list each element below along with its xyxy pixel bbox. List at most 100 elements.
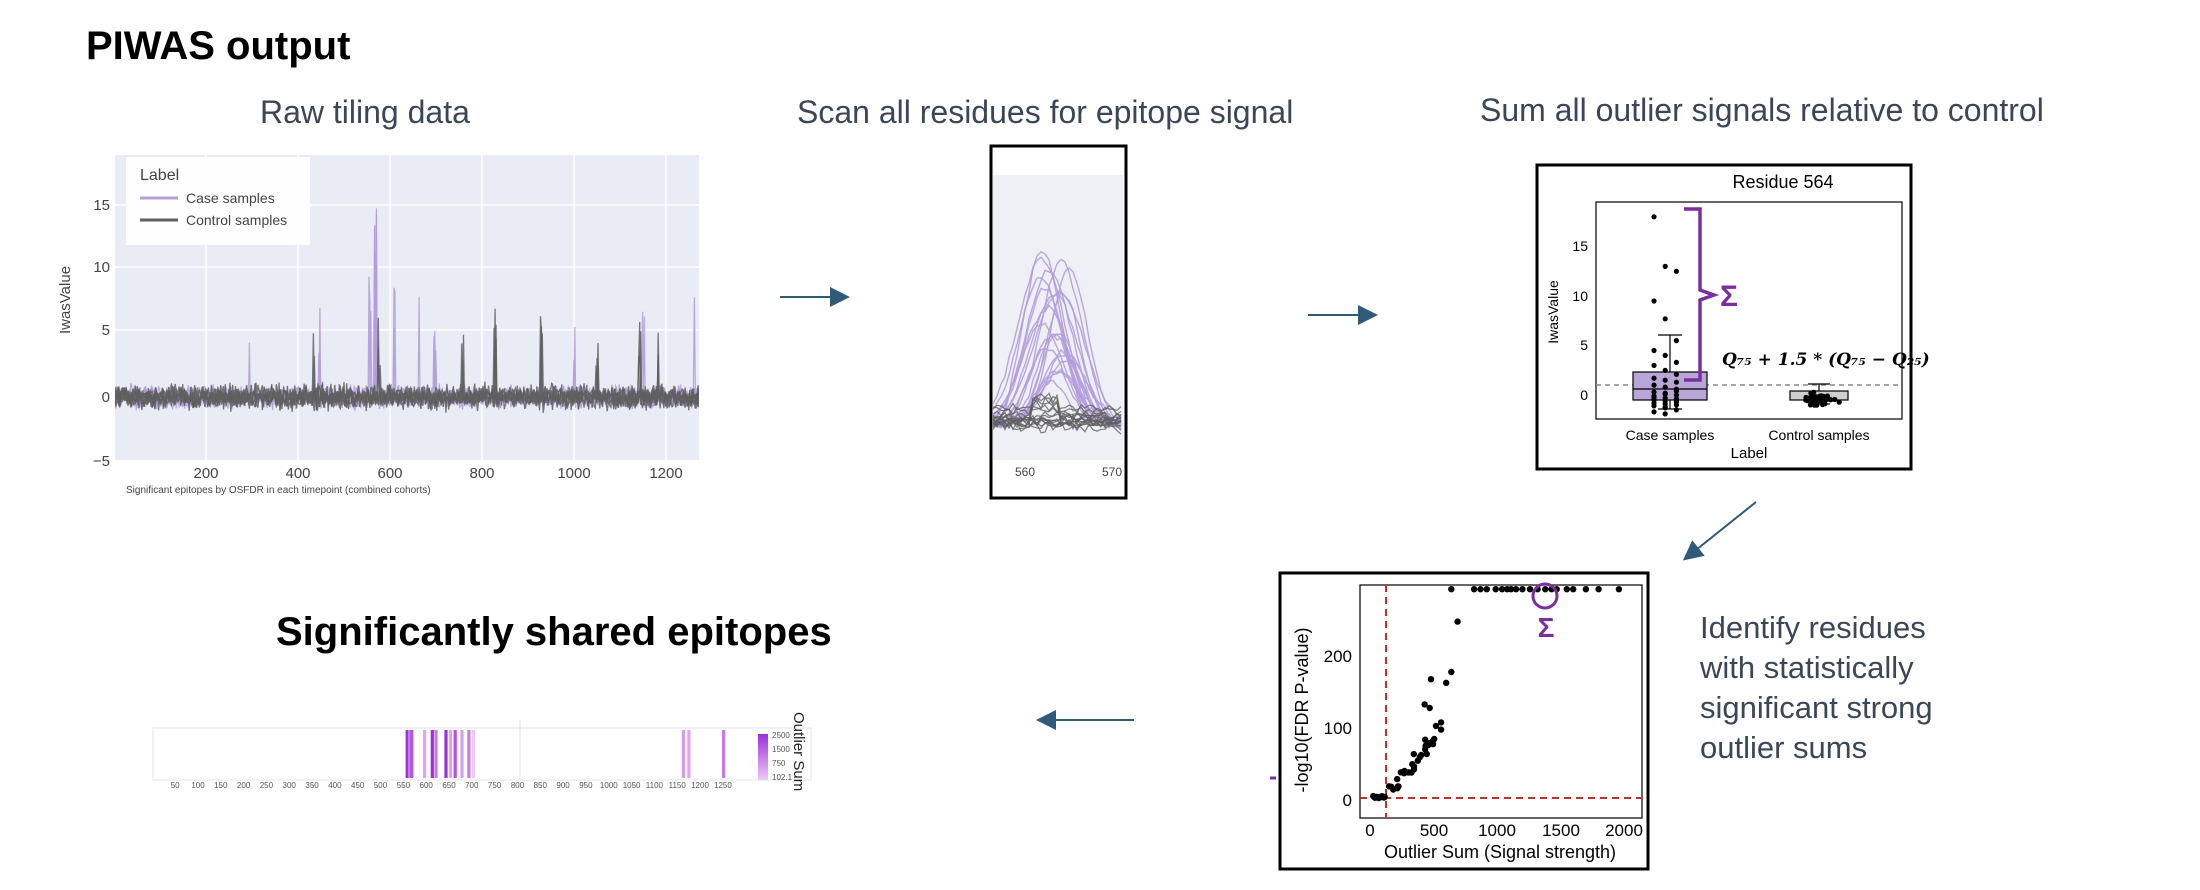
volcano-point <box>1432 722 1440 730</box>
volcano-point <box>1431 735 1438 743</box>
case-point <box>1651 382 1657 388</box>
volcano-ylabel: -log10(FDR P-value) <box>1292 627 1312 792</box>
control-point <box>1832 396 1838 403</box>
heat-xtick: 1100 <box>646 781 664 790</box>
raw-ytick: 5 <box>102 322 110 339</box>
box-xlabel: Label <box>1731 445 1768 462</box>
heat-xtick: 1150 <box>669 781 687 790</box>
case-point <box>1651 298 1657 304</box>
heat-xtick: 1250 <box>714 781 732 790</box>
scan-panel-title: Scan all residues for epitope signal <box>797 94 1294 130</box>
case-point <box>1651 403 1657 409</box>
volcano-xticks: 0 500 1000 1500 2000 <box>1365 821 1643 840</box>
volcano-yticks: 200 100 0 <box>1324 647 1352 810</box>
identify-line-2: with statistically <box>1700 650 1914 685</box>
control-points <box>1803 389 1842 408</box>
heat-xtick: 550 <box>397 781 411 790</box>
volcano-point <box>1492 586 1499 593</box>
heat-band <box>687 730 691 778</box>
heat-xtick: 150 <box>214 781 228 790</box>
case-point <box>1673 407 1679 413</box>
box-cat-control: Control samples <box>1768 427 1869 443</box>
control-point <box>1811 399 1817 405</box>
highlight-circle <box>1531 582 1559 610</box>
raw-xticks: 200 400 600 800 1000 1200 <box>193 465 682 482</box>
heat-xtick: 1050 <box>623 781 641 790</box>
volcano-point <box>1448 668 1455 676</box>
case-point <box>1651 347 1657 354</box>
volcano-point <box>1512 586 1520 593</box>
case-point <box>1662 352 1668 358</box>
case-point <box>1651 396 1657 403</box>
threshold-formula: Q₇₅ + 1.5 * (Q₇₅ − Q₂₅) <box>1722 350 1930 370</box>
identify-line-3: significant strong <box>1700 690 1933 725</box>
box-ytick: 15 <box>1572 238 1588 254</box>
heat-bands <box>405 730 726 778</box>
case-point <box>1662 377 1668 383</box>
control-point <box>1836 399 1842 405</box>
sum-panel-title: Sum all outlier signals relative to cont… <box>1480 92 2044 128</box>
scan-control-series <box>993 392 1122 435</box>
case-point <box>1662 384 1668 390</box>
raw-xtick: 400 <box>285 465 310 482</box>
volcano-xlabel: Outlier Sum (Signal strength) <box>1384 842 1616 862</box>
raw-yticks: 15 10 5 0 −5 <box>93 197 110 470</box>
heat-xtick: 1200 <box>691 781 709 790</box>
volcano-ytick: 100 <box>1324 719 1352 738</box>
page-title: PIWAS output <box>86 24 351 68</box>
scan-control-line <box>993 412 1122 427</box>
heat-xtick: 600 <box>420 781 434 790</box>
control-point <box>1828 397 1834 403</box>
volcano-point <box>1408 769 1415 776</box>
heat-xtick: 950 <box>579 781 593 790</box>
scan-xtick: 570 <box>1102 465 1122 479</box>
box-frame <box>1535 163 1913 471</box>
volcano-point <box>1448 586 1455 593</box>
heat-xtick: 1000 <box>600 781 618 790</box>
control-point <box>1808 390 1814 396</box>
volcano-point <box>1418 751 1425 759</box>
heat-band <box>467 730 471 778</box>
heat-band <box>423 730 427 778</box>
case-point <box>1662 263 1668 269</box>
box-yticks: 15 10 5 0 <box>1572 238 1588 403</box>
volcano-point <box>1426 704 1433 712</box>
colorbar <box>758 734 768 780</box>
identify-line-1: Identify residues <box>1700 610 1926 645</box>
heat-xtick: 450 <box>351 781 365 790</box>
case-point <box>1651 389 1657 395</box>
volcano-xtick: 500 <box>1420 821 1448 840</box>
volcano-point <box>1470 586 1478 593</box>
scan-case-line <box>993 290 1122 423</box>
flow-arrows <box>780 287 1757 730</box>
case-point <box>1662 390 1668 396</box>
heat-band <box>681 730 685 778</box>
box-axes <box>1595 201 1903 420</box>
volcano-point <box>1437 719 1445 726</box>
heat-band <box>410 730 414 778</box>
arrow-sum-to-volcano <box>1682 501 1757 561</box>
raw-legend-box <box>126 157 310 245</box>
volcano-point <box>1421 746 1429 753</box>
box-chart: Residue 564 15 10 5 0 IwasValue Case sam… <box>1535 163 1930 471</box>
volcano-point <box>1507 586 1515 593</box>
volcano-frame <box>1278 571 1650 871</box>
identify-line-4: outlier sums <box>1700 730 1868 765</box>
case-point <box>1673 399 1679 405</box>
box-ytick: 5 <box>1580 337 1588 353</box>
volcano-ytick: 200 <box>1324 647 1352 666</box>
raw-caption: Significant epitopes by OSFDR in each ti… <box>126 485 431 496</box>
volcano-point <box>1563 586 1571 593</box>
scan-control-line <box>993 418 1122 433</box>
heat-xticks: 50 100 150 200 250 300 350 400 450 500 550 600 650 70… <box>171 781 733 790</box>
scan-frame <box>989 144 1128 500</box>
control-point <box>1804 398 1810 404</box>
case-points <box>1651 214 1679 417</box>
volcano-point <box>1394 775 1401 783</box>
scan-chart: 560 570 <box>989 144 1128 500</box>
raw-ytick: 15 <box>93 197 110 214</box>
heat-xtick: 500 <box>374 781 388 790</box>
box-ytick: 0 <box>1580 387 1588 403</box>
case-point <box>1673 392 1679 398</box>
volcano-axes <box>1359 584 1643 819</box>
